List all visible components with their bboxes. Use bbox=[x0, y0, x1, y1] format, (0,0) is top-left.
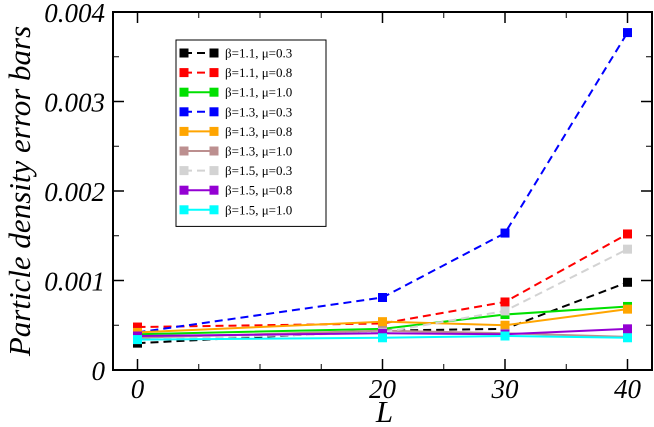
legend-marker bbox=[179, 126, 189, 136]
series-point bbox=[500, 306, 510, 316]
legend-marker bbox=[209, 166, 219, 176]
series-point bbox=[623, 244, 632, 254]
legend-label: β=1.5, μ=1.0 bbox=[225, 202, 292, 217]
x-tick-label: 20 bbox=[369, 374, 397, 404]
series-point bbox=[623, 28, 632, 38]
series-line bbox=[137, 334, 628, 341]
series-point bbox=[378, 333, 387, 343]
series-point bbox=[378, 293, 387, 303]
legend-marker bbox=[179, 68, 189, 78]
legend-label: β=1.1, μ=0.3 bbox=[225, 46, 292, 61]
y-tick-label: 0.004 bbox=[44, 0, 105, 28]
series-2 bbox=[133, 229, 632, 332]
plot-layer bbox=[133, 28, 632, 348]
series-point bbox=[623, 277, 632, 287]
y-tick-label: 0.001 bbox=[44, 267, 105, 297]
legend-label: β=1.1, μ=0.8 bbox=[225, 65, 292, 80]
y-axis-title: Particle density error bars bbox=[2, 26, 37, 357]
legend-label: β=1.3, μ=1.0 bbox=[225, 144, 292, 159]
series-point bbox=[133, 335, 142, 345]
series-9 bbox=[133, 331, 632, 345]
series-point bbox=[623, 229, 632, 239]
series-line bbox=[137, 327, 628, 337]
x-tick-label: 30 bbox=[491, 374, 520, 404]
legend-marker bbox=[209, 48, 219, 58]
legend-entry: β=1.5, μ=0.8 bbox=[179, 183, 292, 198]
series-point bbox=[500, 228, 510, 238]
y-tick-label: 0 bbox=[92, 356, 106, 386]
legend-marker bbox=[209, 126, 219, 136]
legend-marker bbox=[209, 146, 219, 156]
series-point bbox=[133, 322, 142, 332]
legend-entry: β=1.1, μ=0.8 bbox=[179, 65, 292, 80]
legend-marker bbox=[179, 166, 189, 176]
series-point bbox=[378, 317, 387, 327]
legend-marker bbox=[209, 205, 219, 215]
series-point bbox=[623, 304, 632, 314]
legend-marker bbox=[209, 87, 219, 97]
series-line bbox=[137, 248, 628, 341]
series-line bbox=[137, 233, 628, 329]
series-line bbox=[137, 305, 628, 336]
series-point bbox=[500, 331, 510, 341]
legend-marker bbox=[179, 87, 189, 97]
legend-marker bbox=[209, 107, 219, 117]
legend-marker bbox=[179, 48, 189, 58]
legend-box bbox=[175, 39, 327, 227]
legend-entry: β=1.3, μ=1.0 bbox=[179, 144, 292, 159]
legend-entry: β=1.5, μ=0.3 bbox=[179, 163, 292, 178]
legend-entry: β=1.1, μ=0.3 bbox=[179, 46, 292, 61]
legend: β=1.1, μ=0.3 β=1.1, μ=0.8 β=1.1, μ=1.0 β=1.… bbox=[175, 39, 327, 227]
x-axis-title: L bbox=[375, 394, 393, 427]
y-tick-label: 0.002 bbox=[44, 177, 105, 207]
legend-label: β=1.3, μ=0.3 bbox=[225, 104, 292, 119]
legend-entry: β=1.3, μ=0.8 bbox=[179, 124, 292, 139]
legend-marker bbox=[179, 107, 189, 117]
legend-marker bbox=[179, 205, 189, 215]
legend-label: β=1.3, μ=0.8 bbox=[225, 124, 292, 139]
series-line bbox=[137, 308, 628, 334]
legend-entry: β=1.3, μ=0.3 bbox=[179, 104, 292, 119]
legend-marker bbox=[209, 185, 219, 195]
legend-entry: β=1.5, μ=1.0 bbox=[179, 202, 292, 217]
legend-label: β=1.1, μ=1.0 bbox=[225, 85, 292, 100]
legend-marker bbox=[179, 185, 189, 195]
series-point bbox=[623, 324, 632, 334]
series-point bbox=[623, 333, 632, 343]
legend-marker bbox=[179, 146, 189, 156]
legend-label: β=1.5, μ=0.3 bbox=[225, 163, 292, 178]
legend-entry: β=1.1, μ=1.0 bbox=[179, 85, 292, 100]
series-point bbox=[500, 320, 510, 330]
legend-label: β=1.5, μ=0.8 bbox=[225, 183, 292, 198]
series-line bbox=[137, 32, 629, 334]
y-tick-label: 0.003 bbox=[44, 88, 105, 118]
legend-marker bbox=[209, 68, 219, 78]
x-tick-label: 40 bbox=[614, 374, 642, 404]
series-point bbox=[500, 297, 510, 307]
x-tick-label: 0 bbox=[131, 374, 145, 404]
